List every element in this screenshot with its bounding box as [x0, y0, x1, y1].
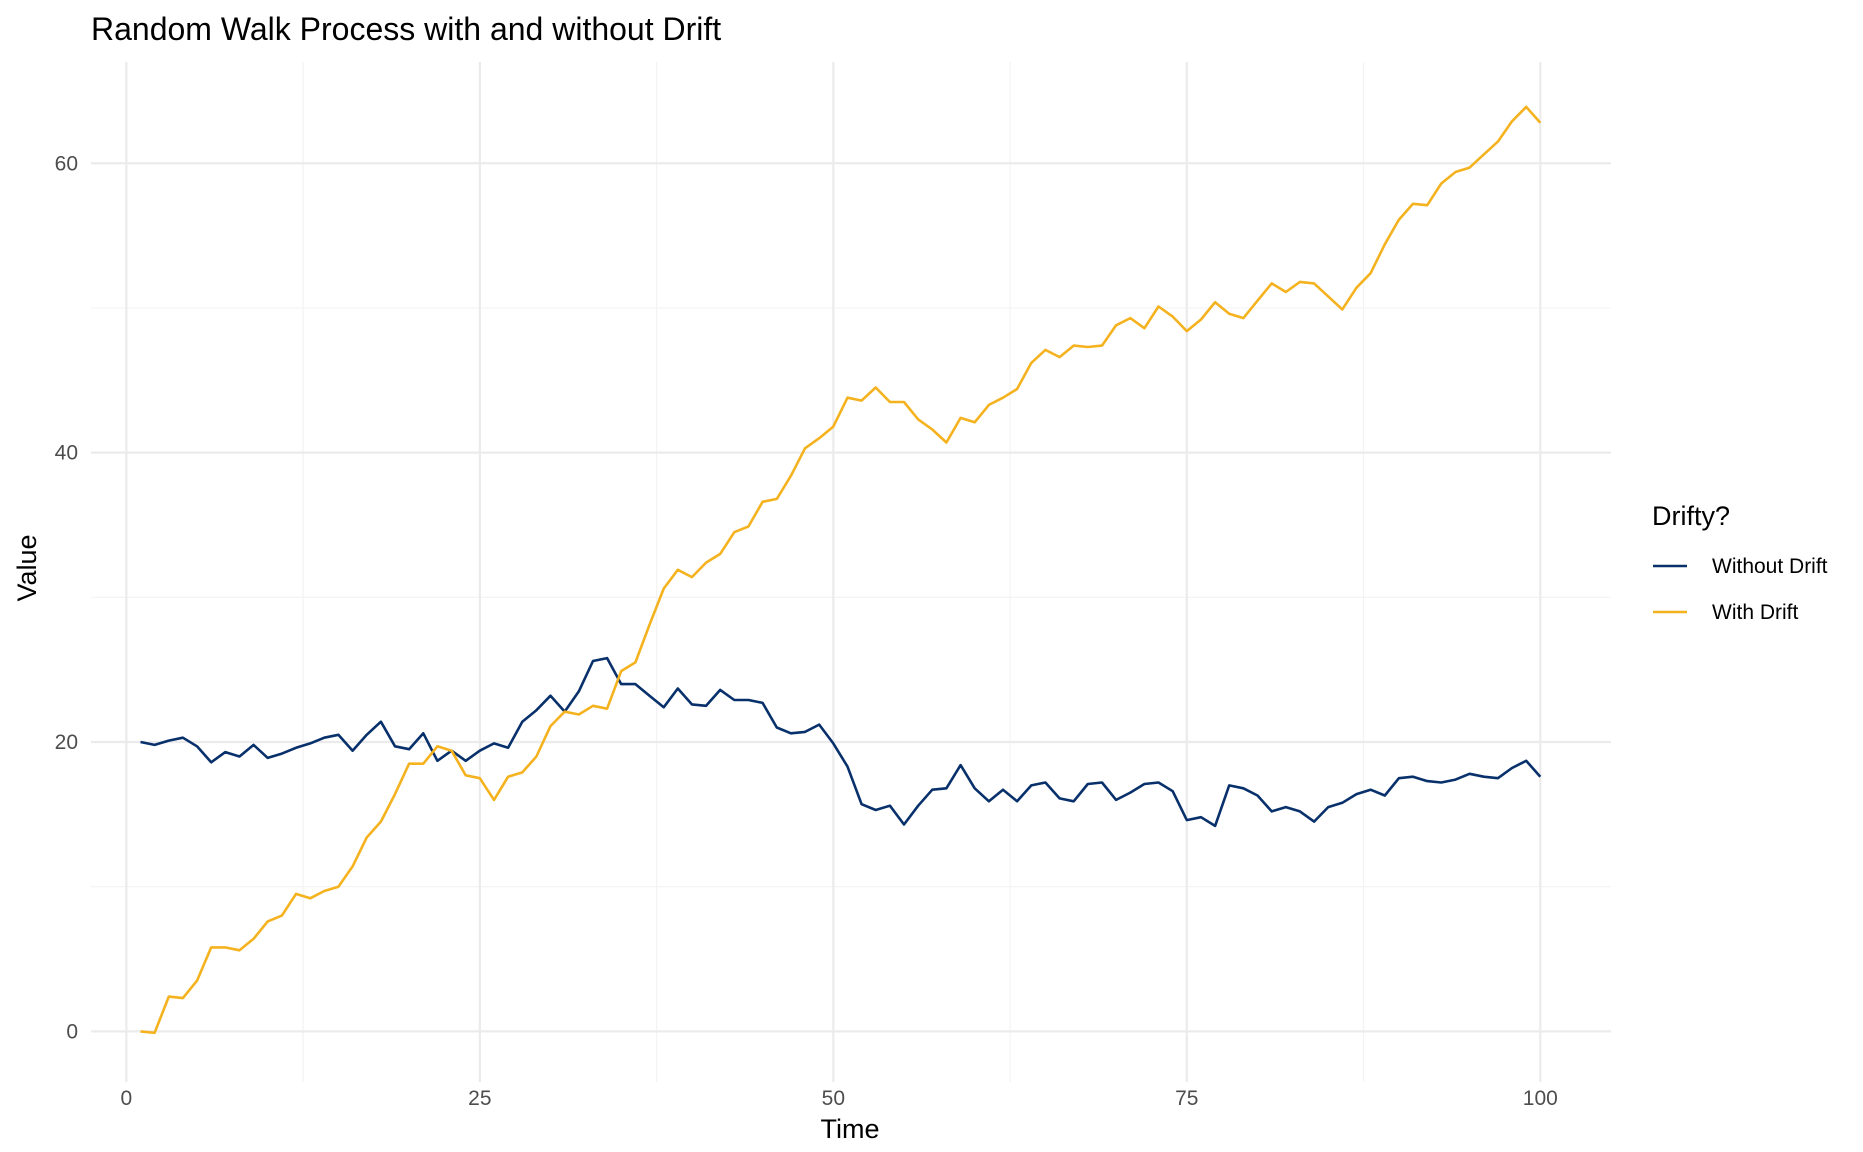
legend: Drifty? Without Drift With Drift: [1652, 501, 1828, 624]
legend-label-without-drift: Without Drift: [1712, 555, 1828, 578]
x-tick-label: 0: [121, 1087, 133, 1110]
series-line-without-drift: [140, 656, 1542, 828]
x-axis-title: Time: [821, 1114, 880, 1144]
y-tick-label: 40: [55, 442, 78, 465]
y-tick-label: 20: [55, 731, 78, 754]
tick-labels: 0 25 50 75 100 0 20 40 60: [55, 152, 1558, 1110]
x-tick-label: 25: [468, 1087, 491, 1110]
x-tick-label: 50: [822, 1087, 845, 1110]
x-tick-label: 100: [1523, 1087, 1558, 1110]
y-axis-title: Value: [12, 534, 42, 601]
y-tick-label: 0: [66, 1020, 78, 1043]
legend-title: Drifty?: [1652, 501, 1730, 531]
y-tick-label: 60: [55, 152, 78, 175]
series-lines: [140, 105, 1542, 1035]
legend-entries: Without Drift With Drift: [1653, 555, 1828, 624]
x-tick-label: 75: [1175, 1087, 1198, 1110]
series-line-with-drift: [140, 105, 1542, 1035]
legend-label-with-drift: With Drift: [1712, 601, 1798, 624]
chart-title: Random Walk Process with and without Dri…: [91, 11, 721, 47]
grid: [91, 62, 1611, 1082]
